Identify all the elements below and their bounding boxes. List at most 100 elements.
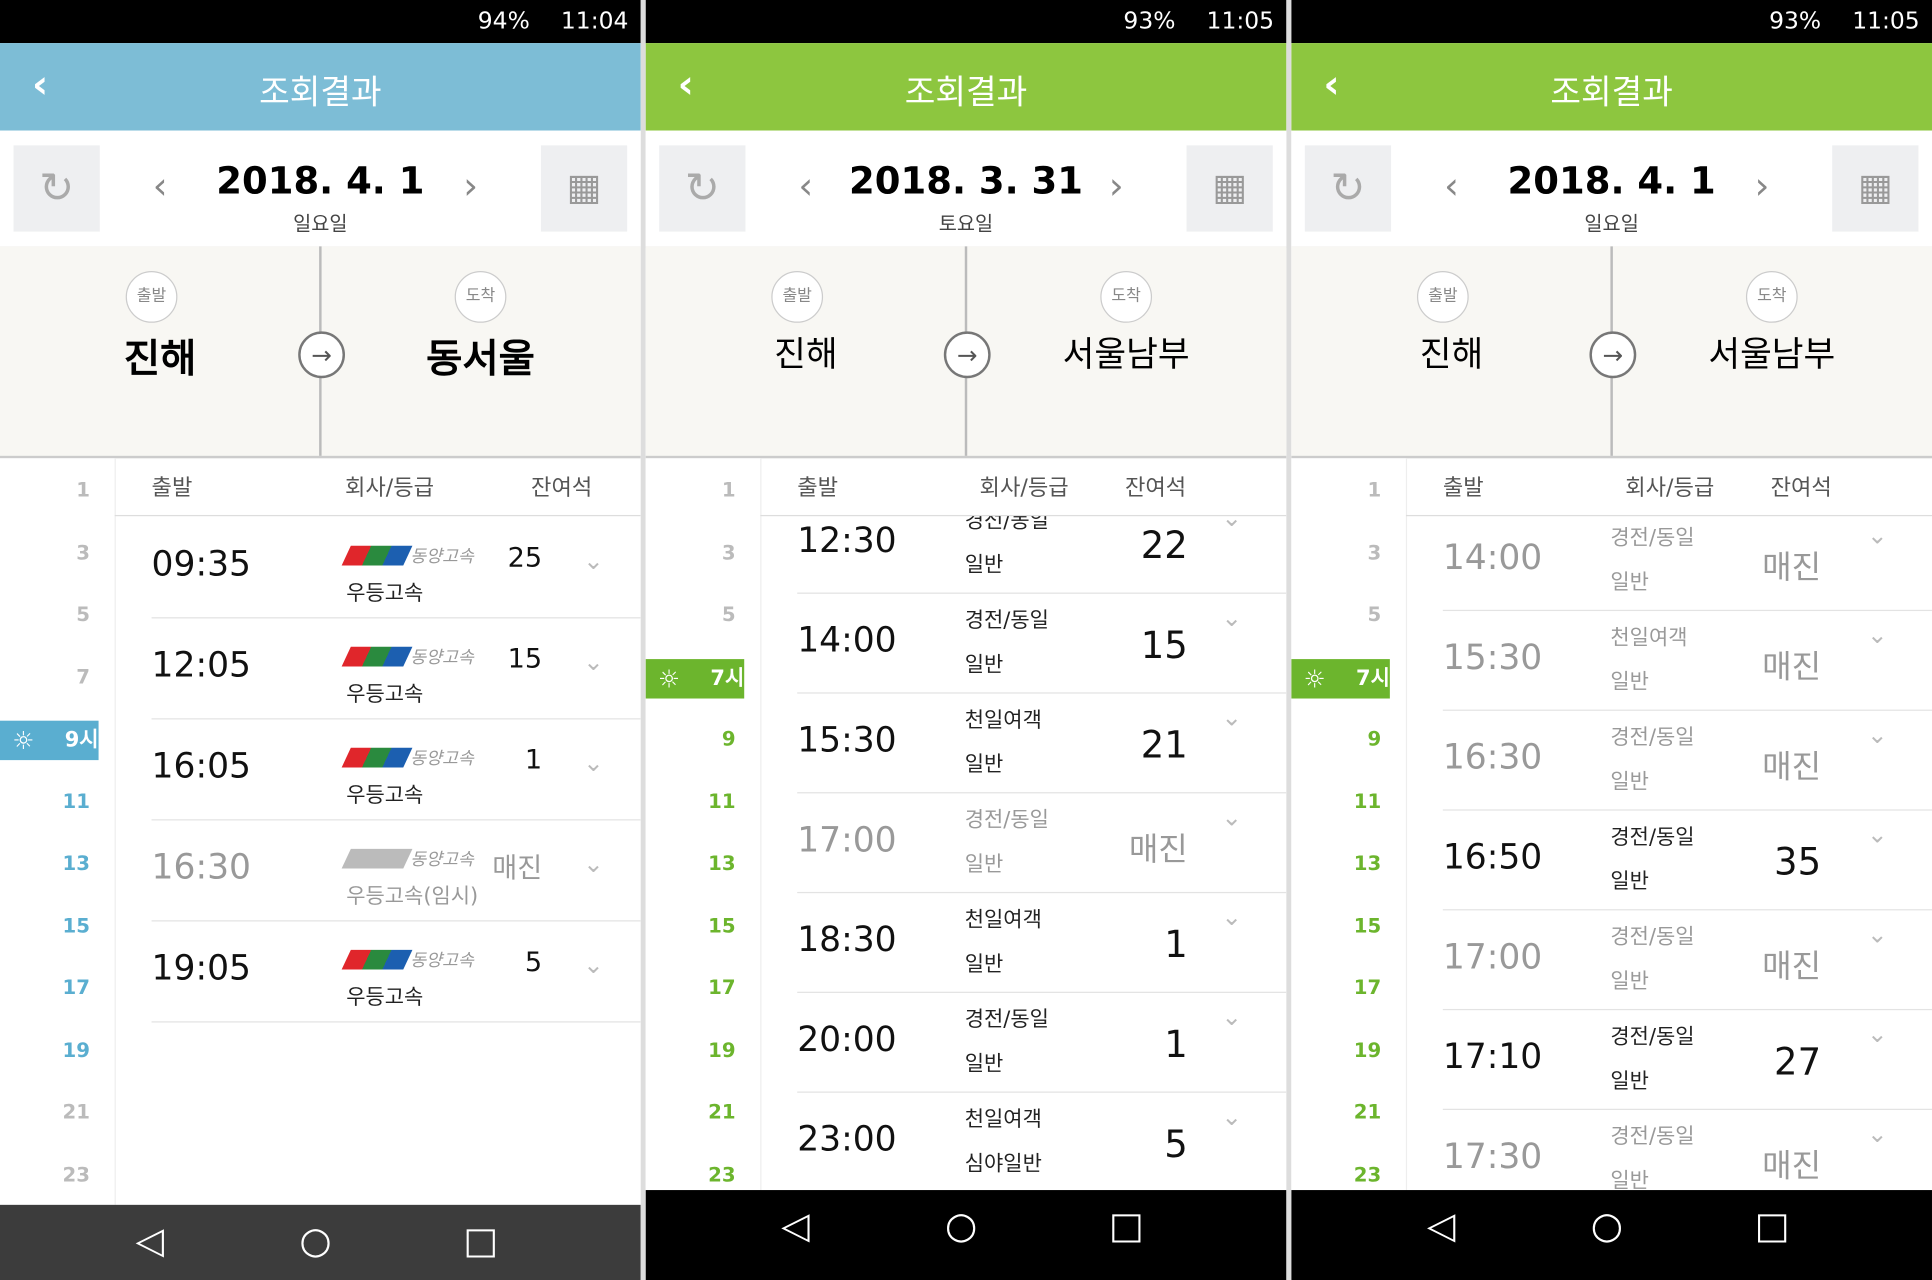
current-hour[interactable]: 7시 xyxy=(1291,658,1390,698)
expand-chevron[interactable]: ⌄ xyxy=(1866,519,1888,550)
hour-label[interactable]: 9 xyxy=(1367,726,1382,751)
hour-label[interactable]: 19 xyxy=(708,1037,736,1062)
expand-chevron[interactable]: ⌄ xyxy=(1866,719,1888,750)
hour-label[interactable]: 23 xyxy=(1353,1162,1382,1186)
schedule-row[interactable]: 14:00 경전/동일 일반 15 ⌄ xyxy=(797,593,1287,694)
hour-label[interactable]: 9 xyxy=(721,726,736,751)
expand-chevron[interactable]: ⌄ xyxy=(1866,1018,1888,1049)
hour-label[interactable]: 15 xyxy=(62,913,90,937)
column-header[interactable]: 회사/등급 xyxy=(344,475,435,502)
nav-button[interactable]: ◁ xyxy=(135,1219,164,1263)
hour-label[interactable]: 5 xyxy=(1367,602,1382,626)
nav-button[interactable]: □ xyxy=(1754,1204,1790,1248)
hour-label[interactable]: 1 xyxy=(76,477,90,502)
schedule-row[interactable]: 17:00 경전/동일 일반 매진 ⌄ xyxy=(797,792,1287,894)
schedule-row[interactable]: 14:00 경전/동일 일반 매진 ⌄ xyxy=(1442,516,1932,612)
expand-chevron[interactable]: ⌄ xyxy=(583,646,604,677)
hour-label[interactable]: 3 xyxy=(1367,540,1382,564)
calendar-button[interactable]: ▦ xyxy=(1832,145,1919,232)
hour-label[interactable]: 5 xyxy=(76,602,90,626)
schedule-row[interactable]: 09:35 동양고속 우등고속 25 ⌄ xyxy=(151,516,641,619)
prev-date[interactable]: ‹ xyxy=(1444,165,1459,209)
prev-date[interactable]: ‹ xyxy=(152,165,168,209)
expand-chevron[interactable]: ⌄ xyxy=(583,848,604,879)
hour-label[interactable]: 13 xyxy=(708,851,736,875)
nav-button[interactable]: ○ xyxy=(1590,1204,1623,1248)
expand-chevron[interactable]: ⌄ xyxy=(1221,1101,1242,1131)
schedule-row[interactable]: 12:30 경전/동일 일반 22 ⌄ xyxy=(797,516,1287,594)
calendar-button[interactable]: ▦ xyxy=(540,145,628,232)
hour-label[interactable]: 3 xyxy=(721,540,736,564)
schedule-row[interactable]: 16:05 동양고속 우등고속 1 ⌄ xyxy=(151,718,641,821)
next-date[interactable]: › xyxy=(463,165,479,209)
expand-chevron[interactable]: ⌄ xyxy=(1221,702,1242,732)
expand-chevron[interactable]: ⌄ xyxy=(1866,819,1888,849)
current-hour[interactable]: 7시 xyxy=(645,658,745,698)
refresh-button[interactable]: ↻ xyxy=(1304,145,1392,232)
back-button[interactable]: ‹ xyxy=(32,60,49,108)
current-hour[interactable]: 9시 xyxy=(0,720,99,761)
expand-chevron[interactable]: ⌄ xyxy=(1221,901,1242,932)
hour-label[interactable]: 17 xyxy=(1353,975,1382,1000)
nav-button[interactable]: ○ xyxy=(299,1219,332,1263)
back-button[interactable]: ‹ xyxy=(677,60,694,108)
hour-label[interactable]: 17 xyxy=(708,975,736,1000)
refresh-button[interactable]: ↻ xyxy=(13,145,100,232)
expand-chevron[interactable]: ⌄ xyxy=(1221,801,1242,832)
schedule-row[interactable]: 17:00 경전/동일 일반 매진 ⌄ xyxy=(1442,909,1932,1011)
prev-date[interactable]: ‹ xyxy=(798,165,814,209)
expand-chevron[interactable]: ⌄ xyxy=(1866,919,1888,949)
nav-button[interactable]: ◁ xyxy=(781,1204,810,1248)
nav-button[interactable]: □ xyxy=(463,1219,499,1263)
nav-button[interactable]: □ xyxy=(1108,1204,1144,1248)
calendar-button[interactable]: ▦ xyxy=(1186,145,1273,232)
schedule-row[interactable]: 16:30 경전/동일 일반 매진 ⌄ xyxy=(1442,710,1932,811)
hour-label[interactable]: 11 xyxy=(62,789,90,813)
schedule-row[interactable]: 15:30 천일여객 일반 매진 ⌄ xyxy=(1442,610,1932,711)
hour-label[interactable]: 23 xyxy=(708,1162,736,1186)
schedule-row[interactable]: 20:00 경전/동일 일반 1 ⌄ xyxy=(797,992,1287,1093)
expand-chevron[interactable]: ⌄ xyxy=(1866,619,1888,650)
schedule-row[interactable]: 18:30 천일여객 일반 1 ⌄ xyxy=(797,892,1287,993)
next-date[interactable]: › xyxy=(1754,165,1770,209)
hour-label[interactable]: 1 xyxy=(721,477,736,502)
expand-chevron[interactable]: ⌄ xyxy=(1866,1118,1888,1149)
hour-label[interactable]: 19 xyxy=(62,1037,90,1062)
hour-label[interactable]: 15 xyxy=(708,913,736,937)
hour-label[interactable]: 17 xyxy=(62,975,90,1000)
schedule-row[interactable]: 16:30 동양고속 우등고속(임시) 매진 ⌄ xyxy=(151,819,641,922)
nav-button[interactable]: ○ xyxy=(945,1204,978,1248)
schedule-row[interactable]: 19:05 동양고속 우등고속 5 ⌄ xyxy=(151,920,641,1023)
expand-chevron[interactable]: ⌄ xyxy=(1221,1001,1242,1032)
hour-label[interactable]: 21 xyxy=(62,1100,90,1124)
expand-chevron[interactable]: ⌄ xyxy=(583,545,604,576)
hour-label[interactable]: 11 xyxy=(1353,789,1382,813)
schedule-row[interactable]: 23:00 천일여객 심야일반 5 ⌄ xyxy=(797,1092,1286,1191)
hour-label[interactable]: 21 xyxy=(1353,1100,1382,1124)
refresh-button[interactable]: ↻ xyxy=(659,145,746,232)
column-header[interactable]: 회사/등급 xyxy=(1625,475,1715,502)
back-button[interactable]: ‹ xyxy=(1323,60,1340,108)
schedule-row[interactable]: 15:30 천일여객 일반 21 ⌄ xyxy=(797,692,1287,794)
hour-label[interactable]: 7 xyxy=(76,664,90,689)
schedule-row[interactable]: 12:05 동양고속 우등고속 15 ⌄ xyxy=(151,617,641,720)
hour-label[interactable]: 13 xyxy=(1353,851,1382,875)
schedule-row[interactable]: 17:10 경전/동일 일반 27 ⌄ xyxy=(1442,1009,1932,1110)
schedule-row[interactable]: 16:50 경전/동일 일반 35 ⌄ xyxy=(1442,809,1932,911)
expand-chevron[interactable]: ⌄ xyxy=(583,747,604,778)
hour-label[interactable]: 5 xyxy=(721,602,736,626)
hour-label[interactable]: 11 xyxy=(708,789,736,813)
hour-label[interactable]: 1 xyxy=(1367,477,1382,502)
hour-label[interactable]: 21 xyxy=(708,1100,736,1124)
hour-label[interactable]: 19 xyxy=(1353,1037,1382,1062)
expand-chevron[interactable]: ⌄ xyxy=(1221,602,1242,632)
column-header[interactable]: 회사/등급 xyxy=(979,475,1069,502)
schedule-row[interactable]: 17:30 경전/동일 일반 매진 ⌄ xyxy=(1443,1109,1932,1190)
expand-chevron[interactable]: ⌄ xyxy=(1221,516,1242,533)
expand-chevron[interactable]: ⌄ xyxy=(583,949,604,980)
hour-label[interactable]: 23 xyxy=(62,1162,90,1186)
hour-label[interactable]: 13 xyxy=(62,851,90,875)
nav-button[interactable]: ◁ xyxy=(1426,1204,1456,1248)
hour-label[interactable]: 15 xyxy=(1353,913,1382,937)
next-date[interactable]: › xyxy=(1108,165,1124,209)
